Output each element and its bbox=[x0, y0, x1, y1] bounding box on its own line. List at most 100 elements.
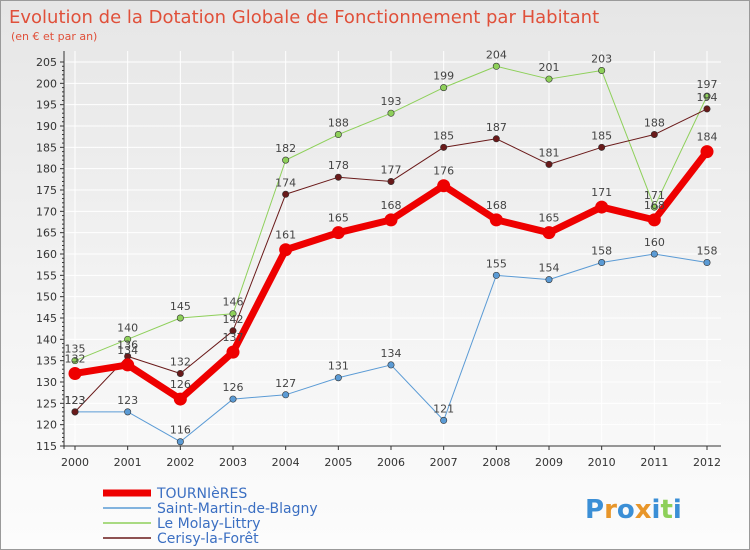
y-tick-label: 155 bbox=[36, 269, 57, 282]
x-tick-label: 2005 bbox=[324, 456, 352, 469]
series-saint-martin-de-blagny bbox=[71, 250, 711, 446]
chart-subtitle: (en € et par an) bbox=[11, 30, 97, 43]
y-tick-label: 190 bbox=[36, 120, 57, 133]
data-label: 126 bbox=[223, 381, 244, 394]
data-point bbox=[387, 361, 395, 369]
data-point bbox=[176, 369, 184, 377]
data-label: 131 bbox=[328, 360, 349, 373]
series-cerisy-la-for-t bbox=[71, 105, 711, 416]
data-label: 155 bbox=[486, 257, 507, 270]
y-tick-label: 120 bbox=[36, 419, 57, 432]
data-point bbox=[229, 310, 237, 318]
series-tourni-res bbox=[68, 145, 714, 406]
data-point bbox=[282, 156, 290, 164]
data-label: 142 bbox=[223, 313, 244, 326]
data-point bbox=[282, 190, 290, 198]
data-label: 197 bbox=[697, 78, 718, 91]
data-point bbox=[71, 357, 79, 365]
x-tick-label: 2010 bbox=[588, 456, 616, 469]
x-tick-label: 2007 bbox=[430, 456, 458, 469]
data-labels: 123 123 116 126 127 131 134 121 155 154 158 160 158 1… bbox=[65, 48, 718, 436]
legend-label: Le Molay-Littry bbox=[157, 516, 261, 532]
data-label: 194 bbox=[697, 91, 718, 104]
data-point bbox=[124, 408, 132, 416]
data-point bbox=[387, 177, 395, 185]
data-point bbox=[440, 143, 448, 151]
data-point bbox=[437, 179, 451, 193]
data-label: 182 bbox=[275, 142, 296, 155]
series-le-molay-littry bbox=[71, 62, 711, 365]
x-tick-label: 2002 bbox=[166, 456, 194, 469]
data-label: 161 bbox=[275, 229, 296, 242]
data-point bbox=[545, 276, 553, 284]
data-point bbox=[331, 226, 345, 240]
logo-text: Proxiti bbox=[585, 495, 682, 525]
data-label: 168 bbox=[381, 199, 402, 212]
data-point bbox=[598, 67, 606, 75]
data-label: 136 bbox=[117, 338, 138, 351]
y-tick-label: 185 bbox=[36, 141, 57, 154]
chart-title: Evolution de la Dotation Globale de Fonc… bbox=[9, 7, 599, 28]
logo-letter: o bbox=[617, 495, 635, 525]
data-label: 160 bbox=[644, 236, 665, 249]
data-label: 135 bbox=[65, 343, 86, 356]
data-point bbox=[703, 259, 711, 267]
data-point bbox=[229, 327, 237, 335]
data-label: 134 bbox=[381, 347, 402, 360]
data-label: 184 bbox=[697, 131, 718, 144]
data-label: 201 bbox=[539, 61, 560, 74]
data-point bbox=[492, 62, 500, 70]
x-tick-label: 2000 bbox=[61, 456, 89, 469]
data-point bbox=[121, 358, 135, 372]
data-label: 199 bbox=[433, 70, 454, 83]
data-label: 126 bbox=[170, 378, 191, 391]
data-point bbox=[647, 213, 661, 227]
y-tick-label: 150 bbox=[36, 291, 57, 304]
data-point bbox=[334, 374, 342, 382]
data-label: 127 bbox=[275, 377, 296, 390]
logo-letter: P bbox=[585, 495, 604, 525]
x-tick-label: 2004 bbox=[272, 456, 300, 469]
data-point bbox=[334, 131, 342, 139]
data-label: 121 bbox=[433, 402, 454, 415]
data-point bbox=[173, 392, 187, 406]
y-tick-label: 180 bbox=[36, 163, 57, 176]
grid bbox=[63, 51, 721, 447]
data-label: 185 bbox=[433, 129, 454, 142]
y-tick-label: 175 bbox=[36, 184, 57, 197]
data-point bbox=[650, 203, 658, 211]
data-label: 137 bbox=[223, 331, 244, 344]
data-point bbox=[489, 213, 503, 227]
data-label: 188 bbox=[644, 117, 665, 130]
data-label: 132 bbox=[65, 352, 86, 365]
data-point bbox=[440, 84, 448, 92]
x-tick-label: 2011 bbox=[640, 456, 668, 469]
logo-letter: i bbox=[673, 495, 682, 525]
data-label: 158 bbox=[697, 245, 718, 258]
data-label: 193 bbox=[381, 95, 402, 108]
data-label: 187 bbox=[486, 121, 507, 134]
data-label: 177 bbox=[381, 163, 402, 176]
data-point bbox=[334, 173, 342, 181]
data-point bbox=[440, 416, 448, 424]
x-tick-label: 2003 bbox=[219, 456, 247, 469]
data-point bbox=[703, 105, 711, 113]
data-point bbox=[492, 271, 500, 279]
y-tick-label: 125 bbox=[36, 397, 57, 410]
y-tick-label: 170 bbox=[36, 205, 57, 218]
data-point bbox=[703, 92, 711, 100]
data-point bbox=[279, 243, 293, 257]
data-point bbox=[545, 75, 553, 83]
data-point bbox=[598, 259, 606, 267]
data-label: 171 bbox=[591, 186, 612, 199]
y-tick-label: 115 bbox=[36, 440, 57, 453]
logo-letter: t bbox=[660, 495, 672, 525]
data-label: 146 bbox=[223, 296, 244, 309]
data-label: 185 bbox=[591, 129, 612, 142]
logo-letter: r bbox=[604, 495, 617, 525]
axes: 115 120 125 130 135 140 145 150 155 160 165 170 175 1… bbox=[36, 51, 721, 469]
legend-label: Cerisy-la-Forêt bbox=[157, 531, 259, 547]
